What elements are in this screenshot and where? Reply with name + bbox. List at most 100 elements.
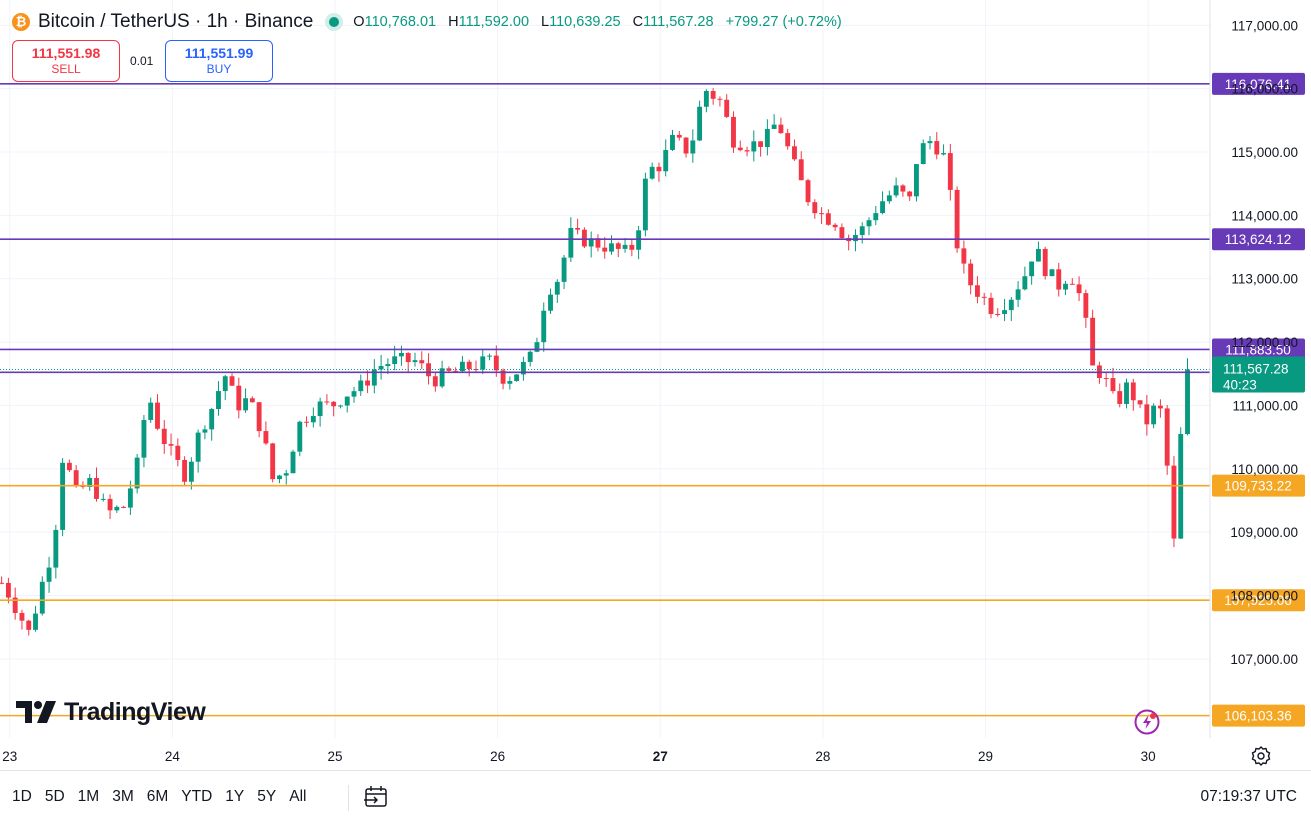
candle-down xyxy=(446,368,452,371)
candle-up xyxy=(690,140,696,154)
candle-down xyxy=(175,445,181,460)
price-tick-label: 107,000.00 xyxy=(1230,652,1298,667)
candle-up xyxy=(33,613,38,630)
level-label-bg xyxy=(1212,474,1305,497)
candle-up xyxy=(1008,299,1014,311)
buy-button[interactable]: 111,551.99 BUY xyxy=(165,40,273,82)
range-1m-button[interactable]: 1M xyxy=(77,788,100,805)
utc-clock[interactable]: 07:19:37 UTC xyxy=(1200,788,1298,805)
candle-down xyxy=(581,229,587,247)
range-1d-button[interactable]: 1D xyxy=(12,788,32,805)
candle-down xyxy=(839,227,845,239)
candle-down xyxy=(954,189,960,249)
candle-up xyxy=(1022,276,1028,290)
range-5y-button[interactable]: 5Y xyxy=(257,788,277,805)
candle-down xyxy=(1171,465,1177,539)
candle-down xyxy=(94,478,99,499)
candle-down xyxy=(1042,248,1048,277)
bar-countdown-label: 40:23 xyxy=(1223,377,1257,392)
range-3m-button[interactable]: 3M xyxy=(112,788,134,805)
candle-up xyxy=(914,164,919,197)
last-price-label: 111,567.28 xyxy=(1223,361,1289,376)
candle-down xyxy=(5,582,11,598)
range-ytd-button[interactable]: YTD xyxy=(181,788,213,805)
candle-down xyxy=(0,582,5,584)
candle-down xyxy=(121,506,127,508)
range-1y-button[interactable]: 1Y xyxy=(225,788,245,805)
candle-down xyxy=(107,498,113,511)
candle-up xyxy=(561,257,567,282)
candle-up xyxy=(188,461,194,482)
close-label: C xyxy=(632,14,644,30)
candle-down xyxy=(155,402,160,429)
buy-label: BUY xyxy=(206,62,232,76)
candle-up xyxy=(1124,382,1129,404)
candle-up xyxy=(853,235,858,242)
date-range-buttons: 1D 5D 1M 3M 6M YTD 1Y 5Y All xyxy=(12,788,319,806)
level-label-bg xyxy=(1212,704,1305,727)
candle-up xyxy=(636,230,642,250)
candle-up xyxy=(277,475,282,480)
sell-button[interactable]: 111,551.98 SELL xyxy=(12,40,120,82)
time-tick-label: 24 xyxy=(165,749,181,764)
candle-down xyxy=(988,297,994,314)
candle-up xyxy=(290,451,296,474)
symbol-header: ₿ Bitcoin / TetherUS · 1h · Binance O110… xyxy=(12,10,842,34)
candle-up xyxy=(459,361,465,372)
candle-up xyxy=(920,143,926,165)
symbol-title[interactable]: Bitcoin / TetherUS · 1h · Binance xyxy=(38,11,314,32)
candle-down xyxy=(1056,269,1062,290)
time-tick-label: 28 xyxy=(815,749,830,764)
flash-icon[interactable] xyxy=(1133,708,1161,736)
candle-up xyxy=(351,391,357,397)
candle-down xyxy=(270,443,276,480)
price-tick-label: 109,000.00 xyxy=(1230,525,1298,540)
candle-up xyxy=(771,124,777,129)
calendar-goto-icon[interactable] xyxy=(362,783,390,811)
candle-up xyxy=(243,398,249,411)
candle-up xyxy=(751,141,757,152)
level-label-bg xyxy=(1212,228,1305,251)
candle-down xyxy=(182,459,188,482)
tradingview-watermark[interactable]: TradingView xyxy=(16,697,206,727)
candle-down xyxy=(819,213,825,215)
candle-up xyxy=(114,506,120,511)
candle-up xyxy=(886,195,892,202)
candle-down xyxy=(900,185,906,192)
last-price-label-bg xyxy=(1212,356,1305,393)
candle-up xyxy=(588,238,594,247)
bitcoin-icon[interactable]: ₿ xyxy=(12,13,30,31)
change-value: +799.27 (+0.72%) xyxy=(725,14,842,30)
candle-up xyxy=(53,529,59,568)
open-value: 110,768.01 xyxy=(364,14,437,30)
range-all-button[interactable]: All xyxy=(289,788,307,805)
candle-up xyxy=(358,380,364,392)
settings-icon[interactable] xyxy=(1250,745,1272,767)
candle-up xyxy=(338,405,343,407)
candle-up xyxy=(670,134,675,150)
candle-up xyxy=(283,473,289,476)
horizontal-levels: 116,076.41113,624.12111,883.50111,522.30… xyxy=(0,72,1305,727)
candle-down xyxy=(324,401,330,403)
candle-up xyxy=(1049,269,1055,277)
candle-down xyxy=(419,360,425,364)
candle-down xyxy=(785,133,791,147)
candle-down xyxy=(1157,405,1163,409)
range-6m-button[interactable]: 6M xyxy=(146,788,169,805)
candle-down xyxy=(1103,378,1109,380)
level-label: 109,733.22 xyxy=(1224,479,1292,494)
range-5d-button[interactable]: 5D xyxy=(44,788,65,805)
candle-up xyxy=(385,364,391,366)
candle-up xyxy=(412,360,418,363)
market-open-indicator xyxy=(329,17,340,27)
candle-up xyxy=(927,141,933,144)
candle-down xyxy=(731,116,736,148)
candle-down xyxy=(453,370,459,372)
candle-down xyxy=(304,421,310,423)
candle-down xyxy=(73,470,79,486)
candle-up xyxy=(697,106,703,141)
time-tick-label: 25 xyxy=(328,749,343,764)
candle-down xyxy=(1090,317,1096,366)
candle-up xyxy=(127,488,133,508)
